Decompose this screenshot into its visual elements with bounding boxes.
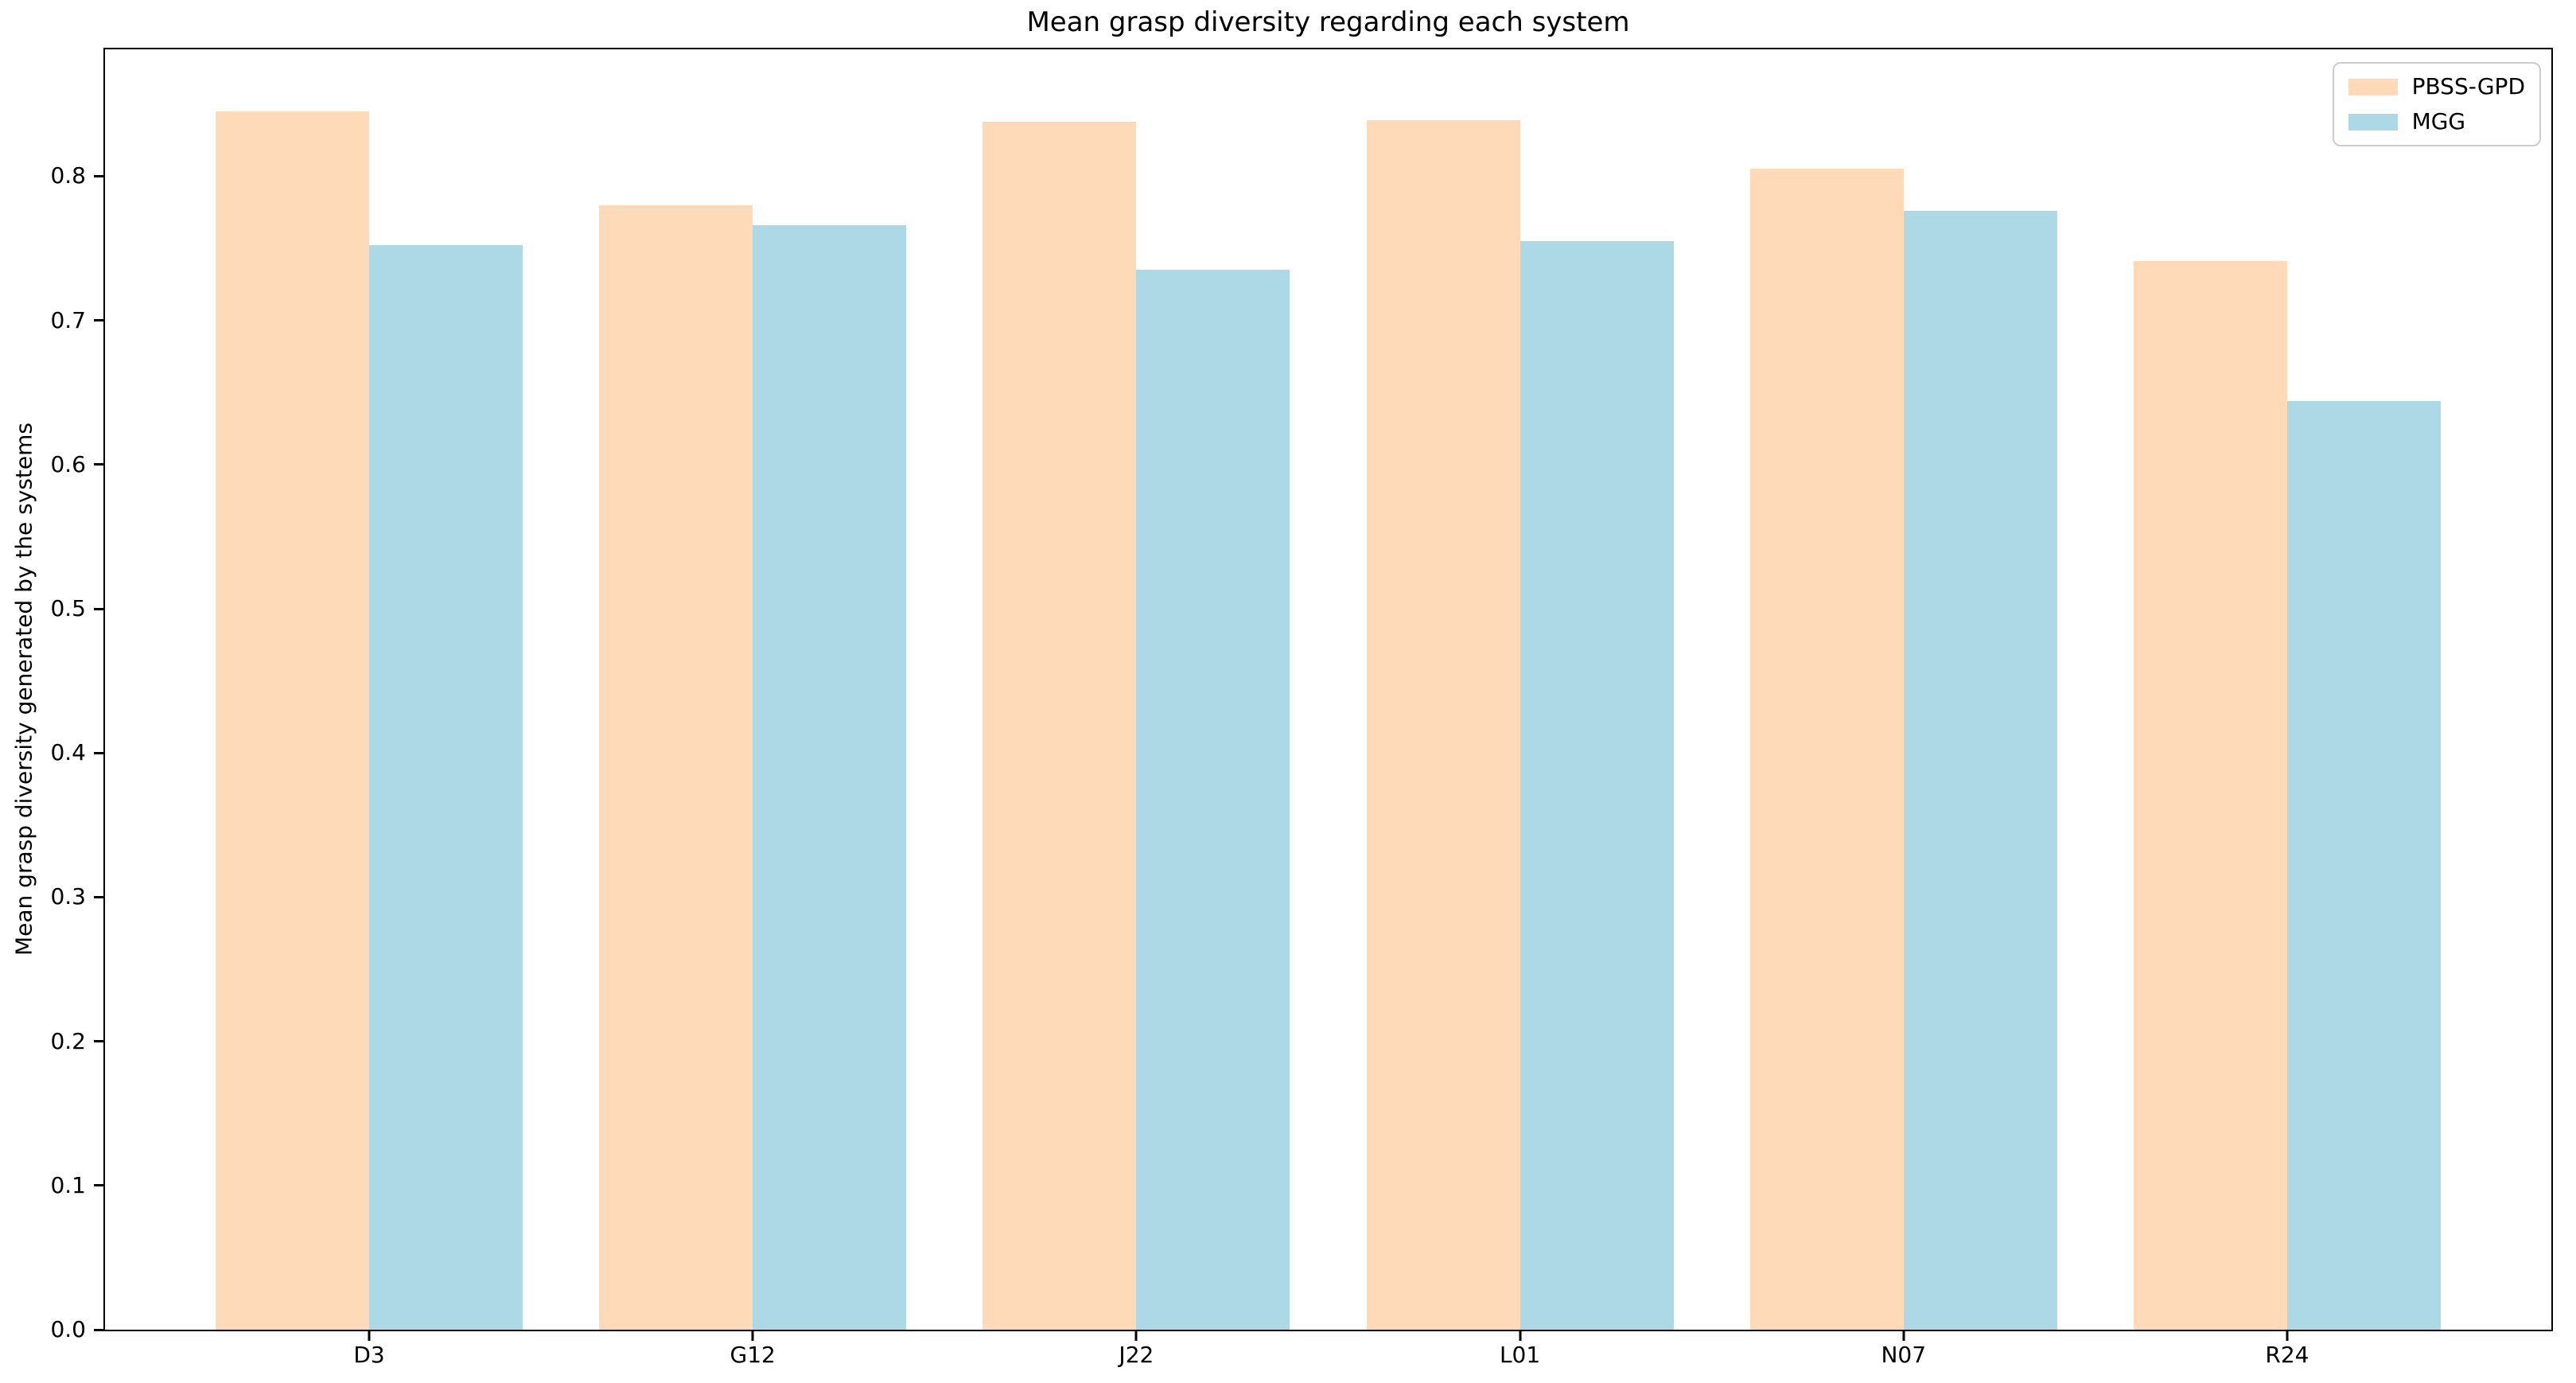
bar-mgg-g12 [753, 225, 907, 1330]
bars-container: D3 G12 J22 L01 N07 R24 [105, 49, 2551, 1366]
y-tick-label: 0.6 [50, 450, 86, 477]
y-tick-mark [94, 1328, 103, 1331]
y-axis-ticks: 0.0 0.1 0.2 0.3 0.4 0.5 0.6 0.7 0.8 [50, 49, 2551, 1341]
y-tick-label: 0.8 [50, 162, 86, 189]
bar-pbss-gpd-r24 [2133, 261, 2287, 1330]
legend-swatch-pbss-gpd [2348, 78, 2398, 95]
bar-group-g12: G12 [599, 49, 907, 1366]
x-tick-label-l01: L01 [1499, 1342, 1541, 1368]
bar-pbss-gpd-n07 [1749, 169, 1904, 1330]
x-tick-label-n07: N07 [1881, 1342, 1927, 1368]
bar-mgg-j22 [1136, 270, 1290, 1330]
x-tick-label-g12: G12 [730, 1342, 776, 1368]
y-tick-mark [94, 174, 103, 177]
y-tick-mark [94, 319, 103, 322]
bar-group-l01: L01 [1366, 49, 1674, 1366]
y-tick-label: 0.4 [50, 739, 86, 766]
chart-title: Mean grasp diversity regarding each syst… [1026, 6, 1630, 38]
bar-mgg-n07 [1903, 210, 2057, 1330]
legend-item-mgg: MGG [2348, 110, 2525, 134]
y-axis-label: Mean grasp diversity generated by the sy… [10, 422, 37, 956]
y-tick-label: 0.0 [50, 1316, 86, 1342]
x-tick-mark-d3 [368, 1331, 371, 1341]
y-tick-label: 0.1 [50, 1171, 86, 1198]
y-tick-mark [94, 463, 103, 466]
y-tick-label: 0.7 [50, 306, 86, 333]
y-tick-label: 0.5 [50, 595, 86, 622]
bar-pbss-gpd-j22 [983, 121, 1137, 1330]
bar-mgg-r24 [2286, 401, 2441, 1330]
x-tick-mark-j22 [1134, 1331, 1138, 1341]
bar-mgg-d3 [369, 245, 523, 1330]
y-tick-label: 0.2 [50, 1027, 86, 1054]
legend-item-pbss-gpd: PBSS-GPD [2348, 75, 2525, 99]
bar-group-d3: D3 [216, 49, 523, 1366]
bar-group-n07: N07 [1749, 49, 2057, 1366]
y-tick-mark [94, 1040, 103, 1043]
y-tick-0.3: 0.3 [50, 886, 103, 908]
x-tick-label-r24: R24 [2265, 1342, 2309, 1368]
y-tick-0.2: 0.2 [50, 1030, 103, 1053]
x-tick-mark-l01 [1519, 1331, 1522, 1341]
y-tick-0.1: 0.1 [50, 1171, 103, 1198]
x-tick-mark-g12 [751, 1331, 754, 1341]
x-tick-mark-r24 [2286, 1331, 2289, 1341]
x-tick-mark-n07 [1902, 1331, 1905, 1341]
y-tick-0.4: 0.4 [50, 742, 103, 764]
y-tick-0.6: 0.6 [50, 450, 103, 477]
y-tick-mark [94, 751, 103, 754]
y-tick-label: 0.3 [50, 883, 86, 910]
y-tick-mark [94, 607, 103, 610]
bar-mgg-l01 [1520, 241, 1674, 1330]
bar-pbss-gpd-d3 [216, 111, 369, 1330]
legend-swatch-mgg [2348, 113, 2398, 131]
legend-label-pbss-gpd: PBSS-GPD [2411, 73, 2525, 99]
y-tick-0.0: 0.0 [50, 1319, 103, 1341]
x-tick-label-j22: J22 [1119, 1342, 1154, 1368]
y-tick-mark [94, 895, 103, 898]
legend-label-mgg: MGG [2411, 108, 2466, 134]
bar-group-j22: J22 [983, 49, 1290, 1366]
legend: PBSS-GPD MGG [2332, 62, 2541, 146]
bar-pbss-gpd-l01 [1366, 119, 1520, 1330]
y-tick-0.8: 0.8 [50, 165, 103, 187]
y-tick-mark [94, 1184, 103, 1187]
x-tick-label-d3: D3 [353, 1342, 385, 1368]
plot-area: 0.0 0.1 0.2 0.3 0.4 0.5 0.6 0.7 0.8 D3 G12 J22 L01 N… [50, 48, 2553, 1366]
bar-pbss-gpd-g12 [599, 205, 753, 1330]
bar-group-r24: R24 [2133, 49, 2441, 1366]
y-tick-0.5: 0.5 [50, 598, 103, 620]
y-tick-0.7: 0.7 [50, 306, 103, 333]
